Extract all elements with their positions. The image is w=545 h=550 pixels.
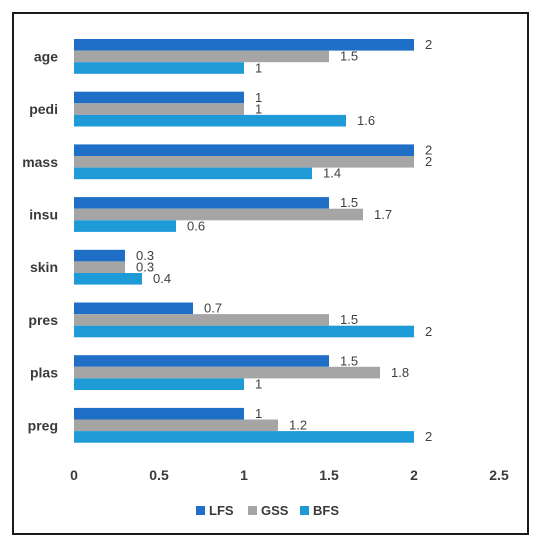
category-label-plas: plas <box>30 365 58 381</box>
bar-preg-lfs <box>74 407 244 420</box>
bar-preg-bfs <box>74 431 414 443</box>
x-axis: 0 0.5 1 1.5 2 2.5 <box>70 467 509 483</box>
data-label-skin-gss: 0.3 <box>136 260 154 275</box>
category-label-pedi: pedi <box>29 101 58 117</box>
legend-item-lfs: LFS <box>196 503 234 518</box>
x-tick-label: 1 <box>240 467 248 483</box>
data-label-pres-gss: 1.5 <box>340 312 358 327</box>
bar-skin-bfs <box>74 273 142 285</box>
data-label-insu-gss: 1.7 <box>374 207 392 222</box>
bar-skin-gss <box>74 261 125 273</box>
data-label-insu-bfs: 0.6 <box>187 218 205 233</box>
data-label-pres-bfs: 2 <box>425 324 432 339</box>
data-label-skin-bfs: 0.4 <box>153 271 171 286</box>
data-label-pedi-bfs: 1.6 <box>357 113 375 128</box>
legend-label-gss: GSS <box>261 503 289 518</box>
x-tick-label: 2.5 <box>489 467 509 483</box>
data-label-plas-bfs: 1 <box>255 377 262 392</box>
data-label-skin-lfs: 0.3 <box>136 248 154 263</box>
bar-pres-bfs <box>74 325 414 338</box>
data-label-age-lfs: 2 <box>425 37 432 52</box>
category-label-insu: insu <box>29 207 58 223</box>
bar-insu-bfs <box>74 220 176 232</box>
data-label-mass-lfs: 2 <box>425 143 432 158</box>
bar-plas-gss <box>74 366 380 379</box>
data-label-age-gss: 1.5 <box>340 49 358 64</box>
data-label-plas-gss: 1.8 <box>391 365 409 380</box>
data-label-pedi-gss: 1 <box>255 101 262 116</box>
bar-pres-lfs <box>74 302 193 315</box>
legend-swatch-lfs <box>196 506 205 515</box>
data-label-mass-gss: 2 <box>425 154 432 169</box>
legend-swatch-gss <box>248 506 257 515</box>
data-label-mass-bfs: 1.4 <box>323 166 341 181</box>
bar-pedi-lfs <box>74 91 244 104</box>
bar-mass-bfs <box>74 167 312 180</box>
data-label-preg-lfs: 1 <box>255 406 262 421</box>
data-label-plas-lfs: 1.5 <box>340 353 358 368</box>
bar-mass-gss <box>74 156 414 168</box>
data-label-preg-gss: 1.2 <box>289 418 307 433</box>
x-tick-label: 1.5 <box>319 467 339 483</box>
legend-label-bfs: BFS <box>313 503 339 518</box>
bar-skin-lfs <box>74 249 125 262</box>
bar-pedi-bfs <box>74 114 346 127</box>
bar-pedi-gss <box>74 103 244 115</box>
bar-age-bfs <box>74 62 244 74</box>
category-label-mass: mass <box>22 154 58 170</box>
bar-mass-lfs <box>74 144 414 156</box>
bars-layer <box>74 39 414 443</box>
legend-label-lfs: LFS <box>209 503 234 518</box>
category-label-age: age <box>34 48 58 64</box>
legend-swatch-bfs <box>300 506 309 515</box>
x-tick-label: 0.5 <box>149 467 169 483</box>
legend: LFS GSS BFS <box>196 503 339 518</box>
bar-age-lfs <box>74 39 414 51</box>
bar-insu-lfs <box>74 197 329 209</box>
bar-age-gss <box>74 50 329 63</box>
legend-item-gss: GSS <box>248 503 289 518</box>
data-label-preg-bfs: 2 <box>425 429 432 444</box>
bar-pres-gss <box>74 314 329 326</box>
category-label-preg: preg <box>28 417 58 433</box>
legend-item-bfs: BFS <box>300 503 339 518</box>
bar-plas-bfs <box>74 378 244 390</box>
data-label-pres-lfs: 0.7 <box>204 301 222 316</box>
data-label-age-bfs: 1 <box>255 60 262 75</box>
x-tick-label: 2 <box>410 467 418 483</box>
category-label-skin: skin <box>30 259 58 275</box>
data-label-insu-lfs: 1.5 <box>340 195 358 210</box>
labels-layer: age21.51pedi111.6mass221.4insu1.51.70.6s… <box>22 37 432 444</box>
bar-preg-gss <box>74 419 278 432</box>
data-label-pedi-lfs: 1 <box>255 90 262 105</box>
category-label-pres: pres <box>28 312 58 328</box>
x-tick-label: 0 <box>70 467 78 483</box>
bar-insu-gss <box>74 208 363 221</box>
bar-plas-lfs <box>74 355 329 367</box>
